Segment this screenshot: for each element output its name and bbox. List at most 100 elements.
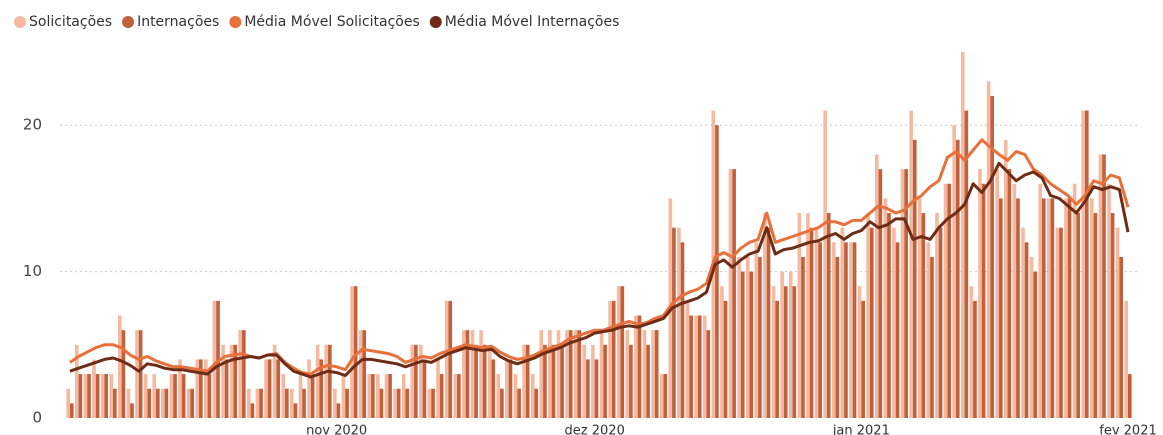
bar <box>113 388 117 418</box>
bar <box>1110 213 1115 418</box>
bar <box>396 388 401 418</box>
bar <box>986 81 991 418</box>
bar <box>341 374 346 418</box>
bar <box>1115 227 1120 418</box>
bar <box>462 330 466 418</box>
bar <box>797 213 802 418</box>
bar <box>310 374 315 418</box>
bar <box>663 374 668 418</box>
bar <box>702 315 707 418</box>
bar <box>267 359 272 418</box>
bar <box>952 125 956 418</box>
bar <box>1038 183 1042 418</box>
bar <box>995 169 999 418</box>
bar <box>745 256 750 418</box>
bar <box>74 344 79 418</box>
bar <box>771 286 776 418</box>
bar <box>543 344 547 418</box>
x-tick-label: jan 2021 <box>832 424 890 435</box>
bar <box>319 359 324 418</box>
bar <box>233 344 238 418</box>
bar <box>436 359 440 418</box>
legend-swatch <box>14 16 26 28</box>
bar <box>250 403 255 418</box>
bar <box>221 344 225 418</box>
bar <box>728 169 733 418</box>
bar <box>642 330 647 418</box>
bar <box>680 242 685 418</box>
bar <box>740 271 745 418</box>
bar <box>156 388 160 418</box>
bar <box>281 374 286 418</box>
bar <box>87 374 91 418</box>
bar <box>336 403 341 418</box>
bar <box>152 374 157 418</box>
legend-swatch <box>229 16 242 28</box>
bar <box>431 388 435 418</box>
bar <box>1055 227 1060 418</box>
bar <box>792 286 797 418</box>
bar <box>487 344 492 418</box>
bar <box>672 227 676 418</box>
bar <box>955 139 960 418</box>
bar <box>878 169 883 418</box>
bar <box>474 344 478 418</box>
bar <box>92 359 96 418</box>
bar <box>912 139 917 418</box>
bar <box>293 403 298 418</box>
bar <box>551 344 556 418</box>
bar <box>677 227 681 418</box>
bar <box>611 300 616 418</box>
bar <box>1124 300 1128 418</box>
bar <box>835 256 840 418</box>
bar <box>448 300 453 418</box>
bar <box>439 374 444 418</box>
bar <box>823 110 827 418</box>
bar <box>362 330 367 418</box>
bar <box>763 213 767 418</box>
bar <box>186 388 191 418</box>
bar <box>204 359 208 418</box>
bar <box>608 300 612 418</box>
bar <box>998 198 1003 418</box>
bar <box>1084 110 1089 418</box>
bar <box>242 330 246 418</box>
bar <box>947 183 951 418</box>
bar <box>1098 154 1103 419</box>
bar <box>749 271 754 418</box>
bar <box>255 388 260 418</box>
bar <box>775 300 779 418</box>
bar <box>513 374 518 418</box>
bar <box>978 169 982 418</box>
bar <box>272 344 277 418</box>
bar <box>224 359 229 418</box>
bar <box>444 300 449 418</box>
bar <box>720 286 724 418</box>
bar <box>333 388 337 418</box>
bar <box>548 330 552 418</box>
bar <box>1107 183 1111 418</box>
bar <box>470 330 475 418</box>
bar <box>857 286 862 418</box>
bar <box>482 344 487 418</box>
bar <box>104 374 109 418</box>
bar <box>1081 110 1085 418</box>
bar <box>410 344 415 418</box>
bar <box>491 359 496 418</box>
bar <box>1050 198 1055 418</box>
bar <box>143 374 148 418</box>
bar <box>388 374 392 418</box>
bar <box>814 227 819 418</box>
bar <box>126 388 131 418</box>
bar <box>620 286 625 418</box>
bar <box>190 388 195 418</box>
bar <box>840 227 845 418</box>
bar <box>809 227 814 418</box>
bar <box>1016 198 1020 418</box>
bar <box>917 198 922 418</box>
bar <box>517 388 521 418</box>
bar <box>371 374 375 418</box>
bar <box>831 242 836 418</box>
bar <box>651 330 655 418</box>
legend-item: Internações <box>122 14 219 30</box>
